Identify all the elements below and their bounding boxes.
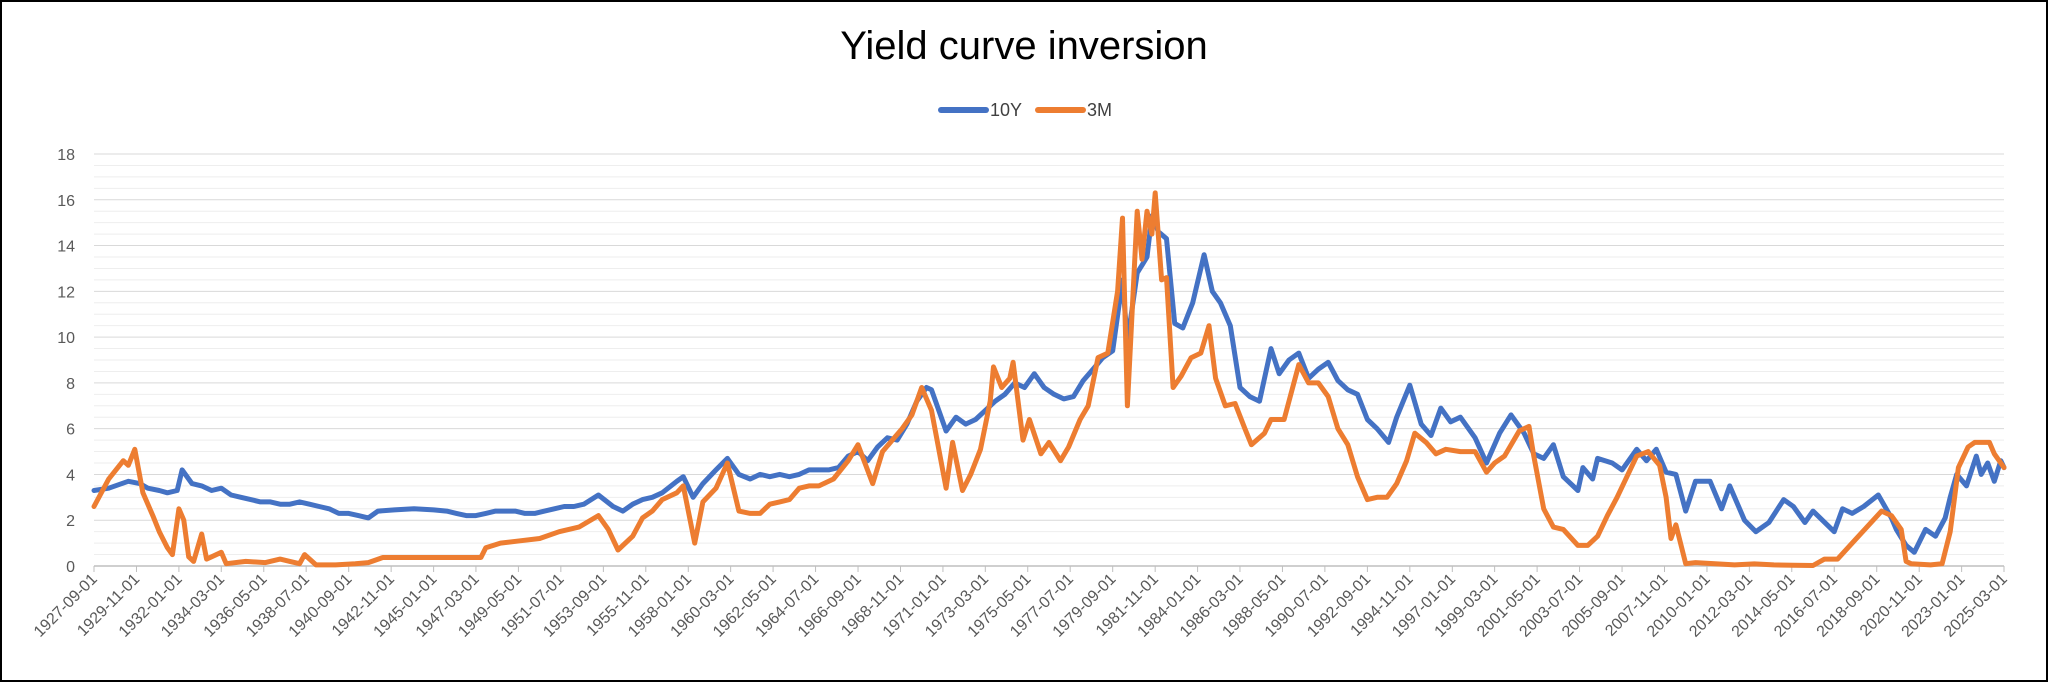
y-tick-label: 16 <box>57 193 75 210</box>
y-tick-label: 18 <box>57 147 75 164</box>
y-tick-label: 8 <box>66 376 75 393</box>
y-tick-label: 12 <box>57 284 75 301</box>
legend: 10Y 3M <box>938 100 1112 120</box>
series-line-10y <box>91 213 2007 555</box>
chart-title: Yield curve inversion <box>840 24 1208 68</box>
y-tick-label: 0 <box>66 559 75 576</box>
legend-label-10y: 10Y <box>990 100 1022 120</box>
y-tick-label: 4 <box>66 467 75 484</box>
x-axis: 1927-09-011929-11-011932-01-011934-03-01… <box>31 565 2011 641</box>
series-line-3m <box>91 190 2007 568</box>
y-tick-label: 10 <box>57 330 75 347</box>
series-layer <box>91 190 2007 568</box>
y-tick-label: 14 <box>57 239 75 256</box>
y-axis-ticks: 0 2 4 6 8 10 12 14 16 18 <box>57 147 75 576</box>
legend-label-3m: 3M <box>1087 100 1112 120</box>
y-tick-label: 6 <box>66 422 75 439</box>
y-tick-label: 2 <box>66 513 75 530</box>
